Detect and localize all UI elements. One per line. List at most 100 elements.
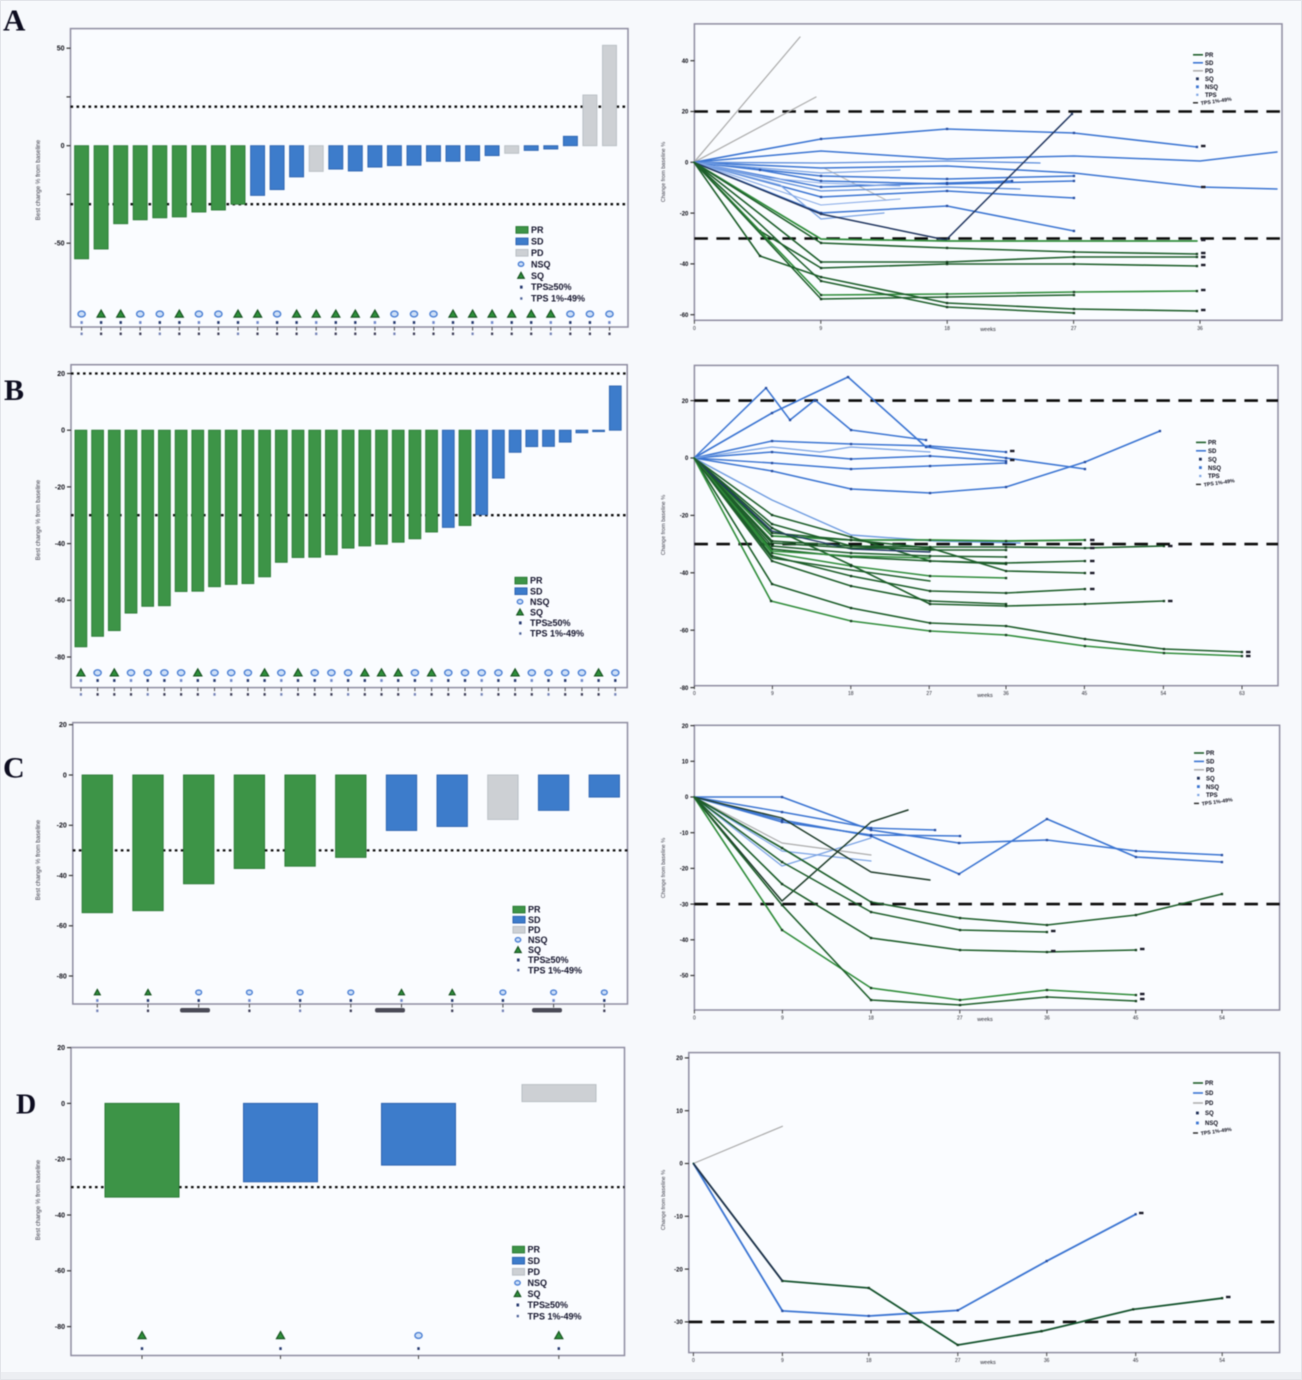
svg-text:-60: -60 — [680, 628, 689, 634]
svg-text:PR: PR — [1206, 751, 1215, 757]
svg-text:-50: -50 — [54, 241, 64, 248]
svg-text:NSQ: NSQ — [528, 1278, 548, 1288]
svg-text:-40: -40 — [680, 938, 689, 944]
svg-text:27: 27 — [957, 1016, 963, 1022]
svg-text:PR: PR — [528, 1245, 541, 1255]
svg-text:-40: -40 — [55, 1212, 65, 1219]
svg-text:SQ: SQ — [1205, 1111, 1214, 1117]
svg-text:NSQ: NSQ — [530, 597, 550, 607]
svg-text:TPS: TPS — [1205, 93, 1217, 99]
svg-text:50: 50 — [57, 46, 65, 53]
svg-text:-80: -80 — [680, 686, 689, 692]
svg-text:20: 20 — [57, 371, 65, 378]
svg-text:Best change % from baseline: Best change % from baseline — [35, 479, 42, 560]
svg-text:NSQ: NSQ — [1205, 85, 1218, 91]
svg-text:TPS≥50%: TPS≥50% — [531, 282, 571, 292]
svg-text:-80: -80 — [57, 973, 67, 980]
svg-text:0: 0 — [679, 1162, 683, 1168]
svg-text:20: 20 — [682, 724, 689, 730]
svg-text:0: 0 — [693, 326, 696, 332]
svg-text:-60: -60 — [680, 313, 689, 319]
svg-text:-20: -20 — [55, 1157, 65, 1164]
svg-text:Change from baseline %: Change from baseline % — [661, 1170, 667, 1230]
svg-text:0: 0 — [685, 456, 689, 462]
svg-text:0: 0 — [692, 1358, 695, 1364]
svg-text:TPS≥50%: TPS≥50% — [528, 955, 568, 965]
svg-text:NSQ: NSQ — [528, 935, 548, 945]
svg-text:45: 45 — [1082, 691, 1088, 697]
svg-text:PD: PD — [1206, 768, 1215, 774]
svg-text:0: 0 — [693, 691, 696, 697]
svg-text:-20: -20 — [55, 484, 65, 491]
svg-text:0: 0 — [685, 161, 689, 167]
svg-text:TPS≥50%: TPS≥50% — [530, 618, 570, 628]
svg-text:-40: -40 — [57, 873, 67, 880]
svg-text:PR: PR — [1208, 441, 1217, 447]
svg-text:Change from baseline %: Change from baseline % — [661, 142, 667, 202]
svg-text:63: 63 — [1239, 691, 1245, 697]
svg-text:SD: SD — [528, 1256, 541, 1266]
svg-text:NSQ: NSQ — [1208, 466, 1221, 472]
svg-text:18: 18 — [868, 1016, 874, 1022]
svg-text:-40: -40 — [680, 571, 689, 577]
svg-text:27: 27 — [1071, 326, 1077, 332]
svg-text:54: 54 — [1161, 691, 1167, 697]
svg-text:-60: -60 — [57, 923, 67, 930]
svg-text:NSQ: NSQ — [531, 259, 551, 269]
svg-text:SQ: SQ — [1206, 776, 1215, 782]
svg-text:40: 40 — [682, 59, 689, 65]
svg-text:SQ: SQ — [531, 271, 544, 281]
svg-text:9: 9 — [781, 1016, 784, 1022]
svg-text:-60: -60 — [55, 1268, 65, 1275]
svg-text:0: 0 — [685, 795, 689, 801]
svg-text:-20: -20 — [680, 867, 689, 873]
svg-text:-30: -30 — [680, 902, 689, 908]
svg-text:TPS 1%-49%: TPS 1%-49% — [1201, 797, 1233, 807]
svg-text:weeks: weeks — [976, 1017, 993, 1023]
svg-text:PD: PD — [528, 1267, 541, 1277]
svg-text:-80: -80 — [55, 1324, 65, 1331]
svg-text:PD: PD — [1205, 69, 1214, 75]
svg-text:TPS 1%-49%: TPS 1%-49% — [1203, 478, 1235, 488]
svg-text:TPS 1%-49%: TPS 1%-49% — [1200, 97, 1232, 107]
svg-text:0: 0 — [61, 1101, 65, 1108]
svg-text:0: 0 — [63, 772, 67, 779]
svg-text:D: D — [16, 1090, 36, 1121]
svg-text:-40: -40 — [680, 262, 689, 268]
svg-text:PR: PR — [528, 905, 541, 915]
svg-text:9: 9 — [771, 691, 774, 697]
svg-text:PR: PR — [1205, 53, 1214, 59]
svg-text:TPS 1%-49%: TPS 1%-49% — [528, 965, 582, 975]
svg-text:Best change % from baseline: Best change % from baseline — [35, 1159, 42, 1240]
svg-text:18: 18 — [944, 326, 950, 332]
svg-text:20: 20 — [57, 1045, 65, 1052]
svg-text:-50: -50 — [680, 974, 689, 980]
svg-text:TPS: TPS — [1206, 793, 1218, 799]
svg-text:SD: SD — [530, 586, 543, 596]
svg-text:18: 18 — [866, 1358, 872, 1364]
svg-text:0: 0 — [693, 1016, 696, 1022]
svg-text:SQ: SQ — [1205, 77, 1214, 83]
svg-text:-10: -10 — [674, 1215, 683, 1221]
svg-text:weeks: weeks — [979, 327, 996, 333]
svg-text:18: 18 — [848, 691, 854, 697]
svg-text:10: 10 — [676, 1109, 683, 1115]
svg-text:36: 36 — [1044, 1016, 1050, 1022]
svg-text:PR: PR — [1205, 1081, 1214, 1087]
svg-text:54: 54 — [1219, 1016, 1225, 1022]
svg-text:TPS 1%-49%: TPS 1%-49% — [530, 629, 584, 639]
svg-text:B: B — [4, 374, 24, 407]
svg-text:PD: PD — [531, 248, 544, 258]
svg-text:20: 20 — [676, 1056, 683, 1062]
svg-text:54: 54 — [1219, 1358, 1225, 1364]
svg-text:-30: -30 — [674, 1320, 683, 1326]
svg-text:45: 45 — [1133, 1358, 1139, 1364]
svg-text:A: A — [3, 3, 26, 38]
svg-text:Best change % from baseline: Best change % from baseline — [35, 139, 42, 220]
svg-text:10: 10 — [682, 760, 689, 766]
svg-text:-60: -60 — [55, 598, 65, 605]
svg-text:SD: SD — [1208, 449, 1217, 455]
svg-text:0: 0 — [61, 143, 65, 150]
svg-text:-10: -10 — [680, 831, 689, 837]
svg-text:-40: -40 — [55, 541, 65, 548]
